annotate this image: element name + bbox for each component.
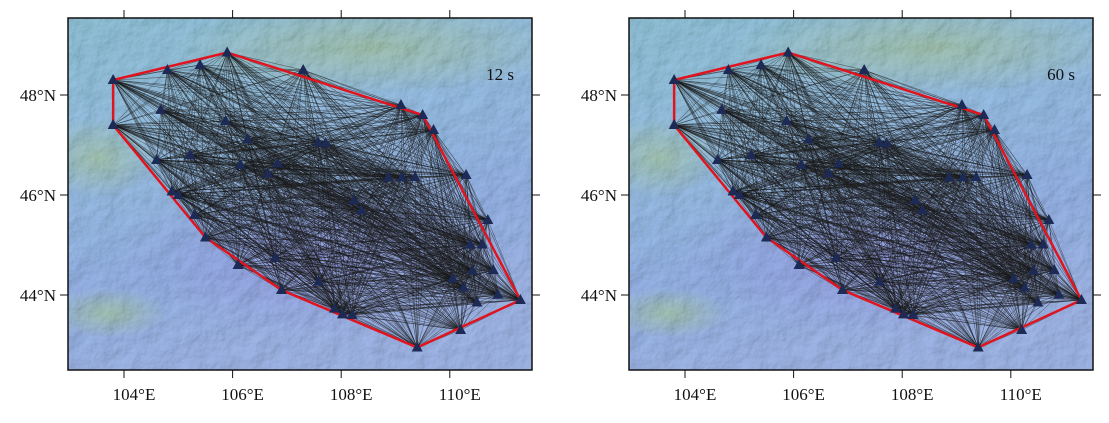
x-tick-label: 104°E: [674, 385, 717, 404]
x-tick-label: 106°E: [782, 385, 825, 404]
map-background: [599, 3, 1109, 370]
y-tick-label: 44°N: [581, 286, 617, 305]
map-panel: 12 s 104°E 106°E 108°E 110°E 48°N 46°N 44°N: [20, 3, 568, 404]
map-background: [38, 3, 568, 370]
y-tick-label: 48°N: [581, 86, 617, 105]
x-tick-label: 110°E: [1000, 385, 1042, 404]
x-tick-label: 110°E: [439, 385, 481, 404]
y-tick-label: 46°N: [20, 186, 56, 205]
y-tick-label: 48°N: [20, 86, 56, 105]
period-label: 60 s: [1047, 65, 1075, 84]
period-label: 12 s: [486, 65, 514, 84]
x-tick-label: 106°E: [221, 385, 264, 404]
y-tick-label: 46°N: [581, 186, 617, 205]
y-tick-label: 44°N: [20, 286, 56, 305]
map-panel: 60 s 104°E 106°E 108°E 110°E 48°N 46°N 44°N: [581, 3, 1109, 404]
x-tick-label: 104°E: [113, 385, 156, 404]
x-tick-label: 108°E: [330, 385, 373, 404]
x-tick-label: 108°E: [891, 385, 934, 404]
